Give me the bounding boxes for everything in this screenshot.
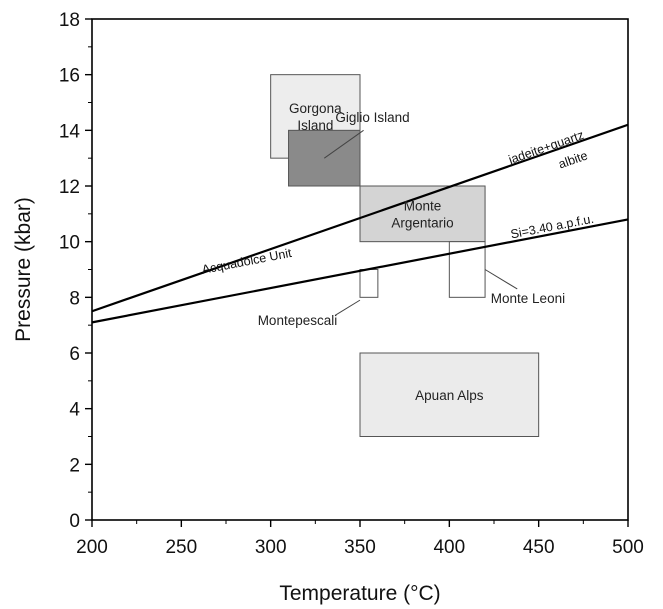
pt-box-apuan-alps xyxy=(359,352,540,437)
x-tick-label: 200 xyxy=(76,537,108,558)
axes-layer: 200 250 300 350 400 450 500 0 2 4 6 8 10 12 14 16 18 xyxy=(59,10,644,558)
boxes-layer xyxy=(270,74,540,437)
y-axis-title: Pressure (kbar) xyxy=(12,197,35,342)
annotation-monte-leoni: Monte Leoni xyxy=(491,291,565,306)
boundary-line-jadeite-quartz-albite xyxy=(91,123,629,313)
line-label-si-3-40-a-p-f-u: Si=3.40 a.p.f.u. xyxy=(509,212,595,242)
box-label-monte-argentario: Argentario xyxy=(391,215,453,230)
x-tick-label: 350 xyxy=(344,537,376,558)
box-label-monte-argentario: Monte xyxy=(404,198,442,213)
x-tick-label: 400 xyxy=(433,537,465,558)
y-tick-label: 2 xyxy=(69,455,80,476)
annotation-giglio-island: Giglio Island xyxy=(335,110,409,125)
x-tick-label: 450 xyxy=(523,537,555,558)
x-tick-label: 500 xyxy=(612,537,644,558)
y-tick-label: 16 xyxy=(59,66,80,87)
y-tick-label: 4 xyxy=(69,400,80,421)
boundary-lines-layer xyxy=(91,123,629,324)
y-tick-label: 14 xyxy=(59,121,81,142)
pt-box-montepescali xyxy=(359,269,379,298)
y-tick-label: 12 xyxy=(59,177,80,198)
y-tick-label: 10 xyxy=(59,233,80,254)
box-label-gorgona-island: Island xyxy=(297,118,333,133)
line-label-acquadolce-unit: Acquadolce Unit xyxy=(201,246,294,277)
y-tick-label: 8 xyxy=(69,288,80,309)
y-tick-label: 18 xyxy=(59,10,80,31)
leader-line-giglio-island xyxy=(323,129,364,159)
leader-line-monte-leoni xyxy=(484,269,518,290)
box-label-gorgona-island: Gorgona xyxy=(289,101,342,116)
x-axis-title: Temperature (°C) xyxy=(279,582,440,605)
x-tick-label: 300 xyxy=(255,537,287,558)
box-label-apuan-alps: Apuan Alps xyxy=(415,388,484,403)
leader-line-montepescali xyxy=(334,299,361,316)
pt-box-monte-argentario xyxy=(359,185,486,243)
y-tick-label: 0 xyxy=(69,511,80,532)
boundary-line-si-3-40-a-p-f-u xyxy=(91,218,629,324)
y-tick-label: 6 xyxy=(69,344,80,365)
line-label-albite: albite xyxy=(557,148,590,171)
annotation-montepescali: Montepescali xyxy=(258,313,338,328)
x-tick-label: 250 xyxy=(165,537,197,558)
